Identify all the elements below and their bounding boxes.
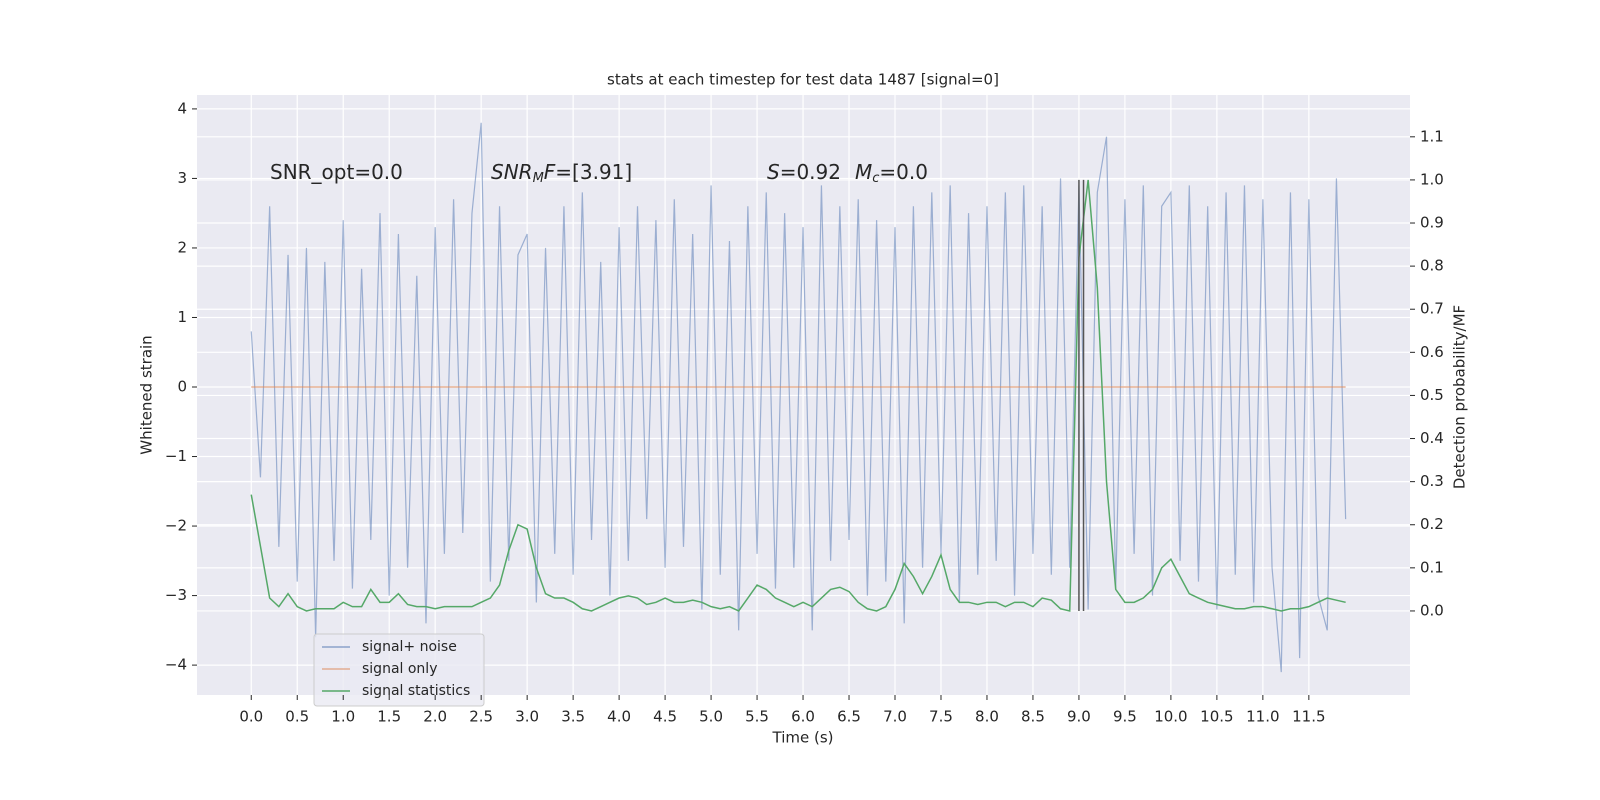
legend-label: signal only: [362, 661, 437, 677]
y2-tick-label: 0.5: [1420, 386, 1444, 404]
x-tick-label: 1.0: [331, 708, 355, 726]
x-tick-label: 8.0: [975, 708, 999, 726]
y2-tick-label: 0.7: [1420, 300, 1444, 318]
x-tick-label: 11.0: [1246, 708, 1279, 726]
x-tick-label: 3.5: [561, 708, 585, 726]
y-tick-label: 0: [177, 378, 187, 396]
y2-tick-label: 0.2: [1420, 515, 1444, 533]
y2-tick-label: 0.8: [1420, 257, 1444, 275]
marks: [250, 122, 1347, 673]
x-tick-label: 5.0: [699, 708, 723, 726]
y2-tick-label: 0.0: [1420, 601, 1444, 619]
series-line: [250, 122, 1347, 673]
annotation-part: S: [767, 160, 780, 184]
x-axis-label: Time (s): [772, 729, 834, 747]
y-tick-label: −4: [165, 656, 187, 674]
annotation-part: =0.0: [879, 160, 928, 184]
y-axis-label: Whitened strain: [138, 335, 156, 454]
annotation-part: F: [544, 160, 556, 184]
annotation-part: SNR_opt=0.0: [270, 160, 403, 184]
annotation-part: M: [855, 160, 872, 184]
y2-tick-label: 0.3: [1420, 472, 1444, 490]
x-tick-label: 10.5: [1200, 708, 1233, 726]
x-tick-label: 4.0: [607, 708, 631, 726]
legend-label: signal statistics: [362, 683, 470, 699]
y-tick-label: −3: [165, 586, 187, 604]
annotation-part: M: [533, 171, 544, 186]
y-tick-label: −2: [165, 517, 187, 535]
y2-tick-label: 1.1: [1420, 127, 1444, 145]
annotation-part: =0.92: [780, 160, 841, 184]
x-tick-label: 11.5: [1292, 708, 1325, 726]
y-tick-label: 4: [177, 99, 187, 117]
x-tick-label: 6.5: [837, 708, 861, 726]
annotation: S=0.92 Mc=0.0: [767, 160, 928, 186]
annotation: SNRMF=[3.91]: [491, 160, 632, 186]
annotation-part: c: [872, 171, 879, 186]
x-tick-label: 0.0: [239, 708, 263, 726]
y2-tick-label: 0.1: [1420, 558, 1444, 576]
x-tick-label: 8.5: [1021, 708, 1045, 726]
y2-tick-label: 0.4: [1420, 429, 1444, 447]
legend-label: signal+ noise: [362, 639, 457, 655]
y-tick-label: 1: [177, 308, 187, 326]
x-tick-label: 0.5: [285, 708, 309, 726]
x-tick-label: 9.0: [1067, 708, 1091, 726]
x-tick-label: 4.5: [653, 708, 677, 726]
chart-title: stats at each timestep for test data 148…: [607, 71, 999, 89]
annotation-part: =[3.91]: [555, 160, 632, 184]
grid: [197, 95, 1410, 695]
legend: signal+ noise signal only signal statistic…: [313, 633, 485, 707]
x-tick-label: 5.5: [745, 708, 769, 726]
annotation-part: SNR: [491, 160, 533, 184]
x-tick-label: 3.0: [515, 708, 539, 726]
x-tick-label: 2.5: [469, 708, 493, 726]
y2-tick-label: 0.6: [1420, 343, 1444, 361]
annotation: SNR_opt=0.0: [270, 160, 403, 184]
x-tick-label: 1.5: [377, 708, 401, 726]
y-tick-label: 2: [177, 238, 187, 256]
x-tick-label: 7.5: [929, 708, 953, 726]
x-tick-label: 2.0: [423, 708, 447, 726]
x-tick-label: 6.0: [791, 708, 815, 726]
y2-tick-label: 0.9: [1420, 214, 1444, 232]
y-tick-label: 3: [177, 169, 187, 187]
legend-box: [313, 633, 485, 707]
y-tick-label: −1: [165, 447, 187, 465]
y2-tick-label: 1.0: [1420, 170, 1444, 188]
series-line: [250, 179, 1346, 612]
x-tick-label: 9.5: [1113, 708, 1137, 726]
x-tick-label: 7.0: [883, 708, 907, 726]
x-tick-label: 10.0: [1154, 708, 1187, 726]
y2-axis-label: Detection probability/MF: [1451, 305, 1469, 489]
